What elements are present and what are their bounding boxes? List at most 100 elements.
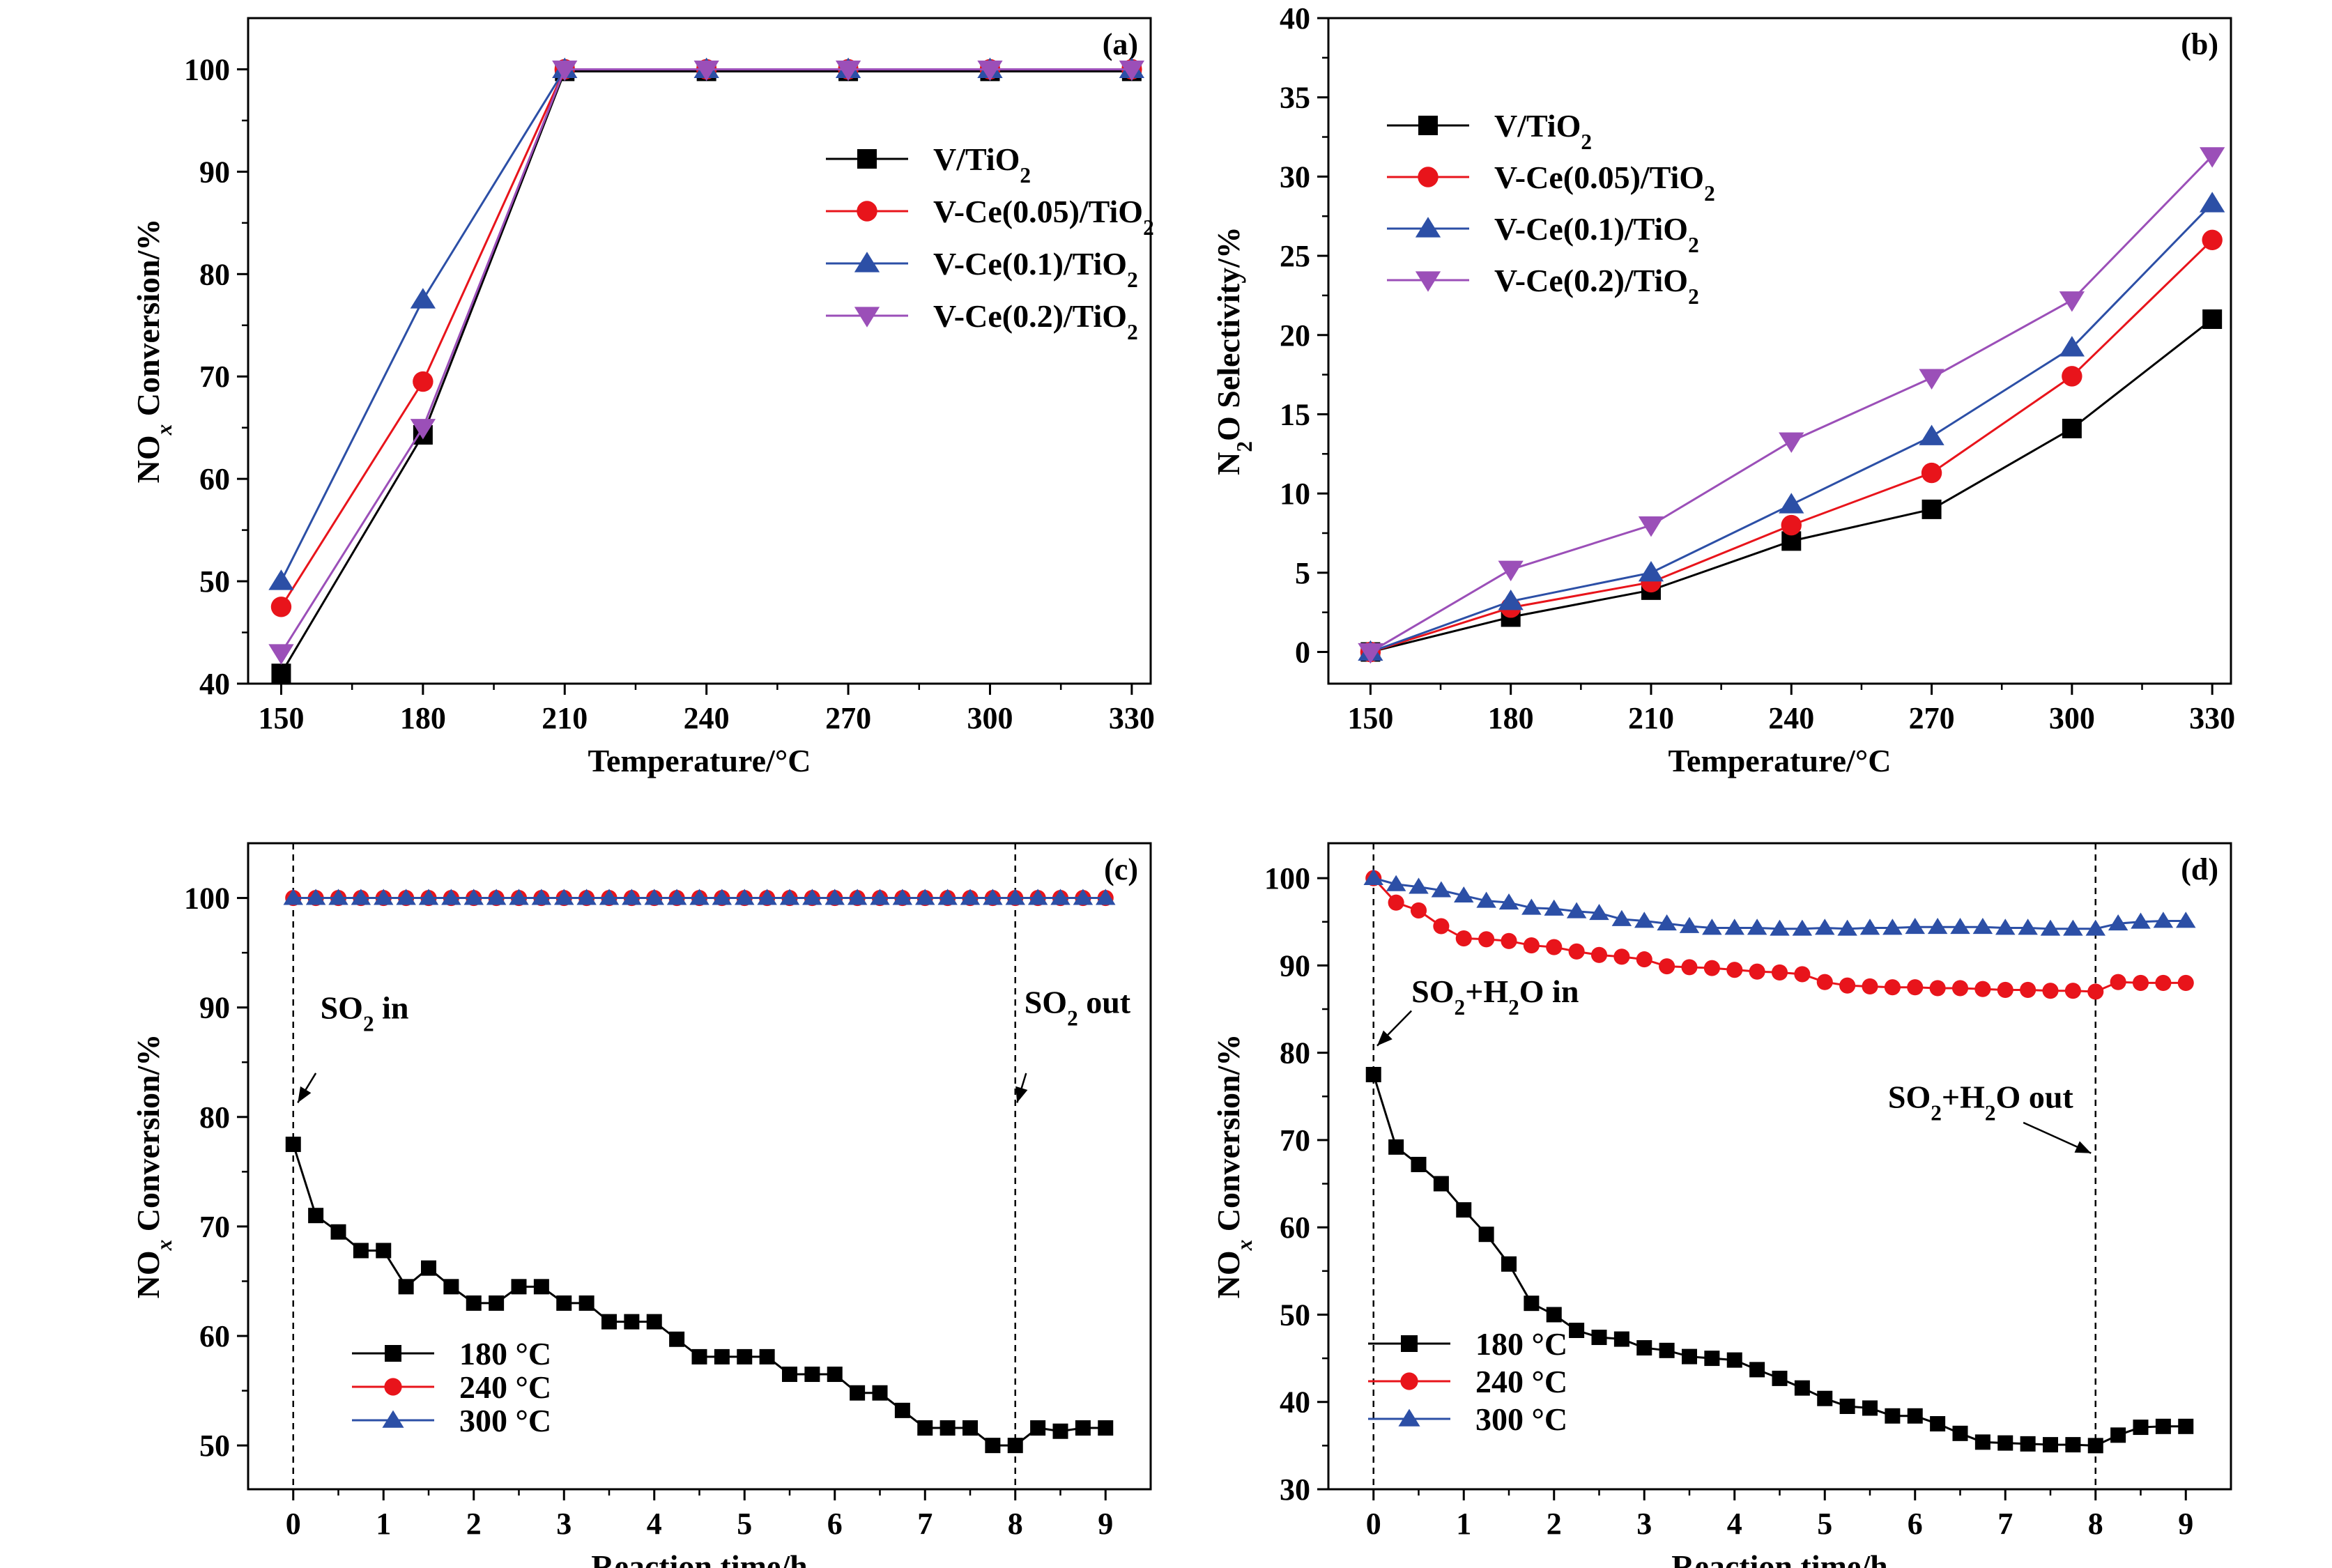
x-tick-label: 180 (400, 701, 446, 735)
data-point (985, 1438, 1001, 1454)
data-point (1919, 424, 1944, 445)
data-point (2153, 912, 2174, 928)
data-point (1747, 918, 1767, 935)
x-tick-label: 7 (1997, 1507, 2013, 1541)
data-point (396, 889, 416, 905)
legend-label: V/TiO2 (933, 141, 1031, 187)
legend-marker (857, 201, 877, 222)
legend-label: V-Ce(0.2)/TiO2 (933, 298, 1138, 344)
data-point (691, 1348, 707, 1365)
data-point (466, 1295, 482, 1311)
data-point (1478, 1227, 1494, 1243)
data-point (1075, 1420, 1091, 1436)
x-tick-label: 5 (1817, 1507, 1832, 1541)
data-point (1566, 902, 1587, 918)
y-tick-label: 30 (1280, 160, 1310, 194)
chart-panel-b: 150 180 210 240 270 300 330 0 5 10 15 20 25 30 35 40 Tem… (1211, 1, 2235, 778)
data-point (2059, 291, 2085, 312)
legend-marker (1418, 116, 1438, 135)
y-tick-label: 90 (1280, 948, 1310, 983)
data-point (1659, 958, 1675, 975)
chart-panel-d: 0 1 2 3 4 5 6 7 8 9 30 40 50 60 70 80 90 100 Reaction time… (1211, 842, 2232, 1568)
data-point (1638, 516, 1664, 537)
data-point (308, 1208, 324, 1224)
data-point (1589, 904, 1609, 921)
data-point (2062, 366, 2082, 387)
y-tick-label: 70 (199, 1210, 230, 1244)
data-point (2062, 418, 2082, 438)
annotation-arrow-head (1376, 1030, 1393, 1046)
data-point (398, 1279, 414, 1295)
legend-marker (1415, 217, 1441, 238)
data-point (804, 1367, 820, 1383)
legend-marker (854, 252, 880, 272)
data-point (714, 1348, 730, 1365)
data-point (410, 419, 436, 440)
data-point (1657, 914, 1677, 931)
x-tick-label: 2 (1547, 1507, 1562, 1541)
y-tick-label: 60 (199, 462, 230, 496)
data-point (1862, 978, 1878, 994)
data-point (2202, 229, 2223, 251)
data-point (1724, 918, 1745, 935)
data-point (2175, 912, 2196, 928)
y-tick-label: 60 (199, 1319, 230, 1353)
data-point (1749, 1362, 1765, 1378)
x-tick-label: 0 (1366, 1507, 1381, 1541)
data-point (1433, 918, 1450, 935)
y-axis-title: NOx Conversion/% (1211, 1034, 1257, 1299)
data-point (1611, 909, 1632, 926)
data-point (1431, 881, 1452, 898)
data-point (624, 1314, 640, 1330)
data-point (1433, 1176, 1449, 1192)
data-point (1781, 514, 1802, 536)
y-tick-label: 50 (1280, 1298, 1310, 1332)
annotation-arrow-head (2074, 1141, 2092, 1153)
data-point (737, 1348, 753, 1365)
data-point (983, 889, 1003, 905)
data-point (1409, 877, 1429, 894)
data-point (1704, 1351, 1720, 1367)
data-point (827, 1367, 843, 1383)
data-point (1453, 886, 1474, 903)
legend-marker (385, 1345, 401, 1362)
data-point (1478, 931, 1495, 948)
data-point (1358, 643, 1383, 664)
data-point (1930, 1416, 1946, 1432)
annotation: SO2 in (297, 990, 408, 1104)
x-tick-label: 300 (967, 701, 1013, 735)
data-point (2155, 1418, 2171, 1434)
series-300-c (1363, 868, 2196, 936)
data-point (1544, 899, 1565, 916)
y-tick-label: 25 (1280, 239, 1310, 273)
data-point (443, 1279, 459, 1295)
data-point (271, 663, 291, 684)
y-tick-label: 70 (199, 360, 230, 394)
data-point (1411, 1156, 1427, 1172)
data-point (533, 1279, 549, 1295)
data-point (2040, 919, 2061, 936)
data-point (1636, 951, 1652, 968)
data-point (421, 1260, 436, 1276)
x-tick-label: 0 (286, 1507, 301, 1541)
annotation-text: SO2+H2O in (1411, 974, 1579, 1020)
data-point (552, 60, 578, 82)
y-tick-label: 20 (1280, 318, 1310, 353)
data-point (2059, 336, 2085, 357)
x-tick-label: 270 (1909, 701, 1955, 735)
data-point (1972, 918, 1993, 935)
data-point (328, 889, 348, 905)
y-axis-title-group: N2O Selectivity/% (1211, 226, 1257, 475)
data-point (330, 1224, 346, 1240)
x-tick-label: 270 (825, 701, 871, 735)
data-point (486, 889, 507, 905)
data-point (1950, 918, 1970, 935)
legend-label: 240 °C (1475, 1364, 1567, 1399)
data-point (1591, 1330, 1607, 1346)
plot-frame (247, 17, 1152, 685)
series-v-ce-0-2-tio2 (268, 60, 1145, 665)
data-point (1659, 1342, 1675, 1358)
annotation: SO2 out (1015, 985, 1131, 1103)
data-point (757, 889, 777, 905)
